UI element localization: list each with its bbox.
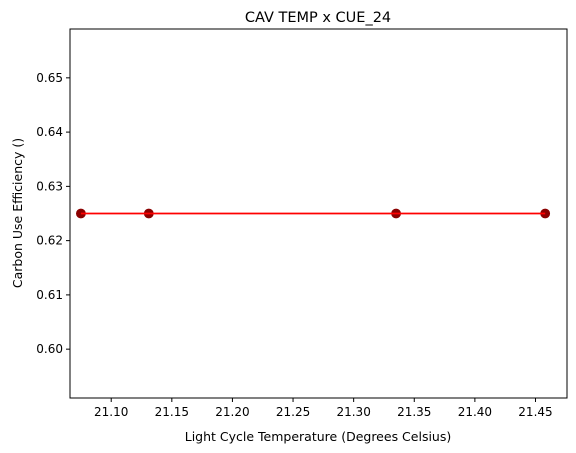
plot-frame [69,28,568,399]
x-tick-label: 21.45 [518,405,552,419]
y-tick-label: 0.63 [36,179,63,193]
x-tick-label: 21.35 [397,405,431,419]
series-layer [76,208,551,219]
plot-area [69,28,568,399]
x-axis-label: Light Cycle Temperature (Degrees Celsius… [185,429,452,444]
x-tick-label: 21.30 [336,405,370,419]
x-tick-label: 21.15 [155,405,189,419]
y-tick-label: 0.64 [36,125,63,139]
x-tick-label: 21.10 [94,405,128,419]
y-tick-label: 0.61 [36,288,63,302]
x-tick-label: 21.20 [215,405,249,419]
x-tick-label: 21.25 [276,405,310,419]
y-axis-label: Carbon Use Efficiency () [10,138,25,288]
y-tick-label: 0.62 [36,234,63,248]
y-tick-label: 0.60 [36,342,63,356]
chart-title: CAV TEMP x CUE_24 [245,10,391,26]
y-axis: 0.60 0.61 0.62 0.63 0.64 0.65 [36,71,70,356]
x-tick-label: 21.40 [458,405,492,419]
y-tick-label: 0.65 [36,71,63,85]
x-axis: 21.10 21.15 21.20 21.25 21.30 21.35 21.40 21.45 [94,398,553,419]
